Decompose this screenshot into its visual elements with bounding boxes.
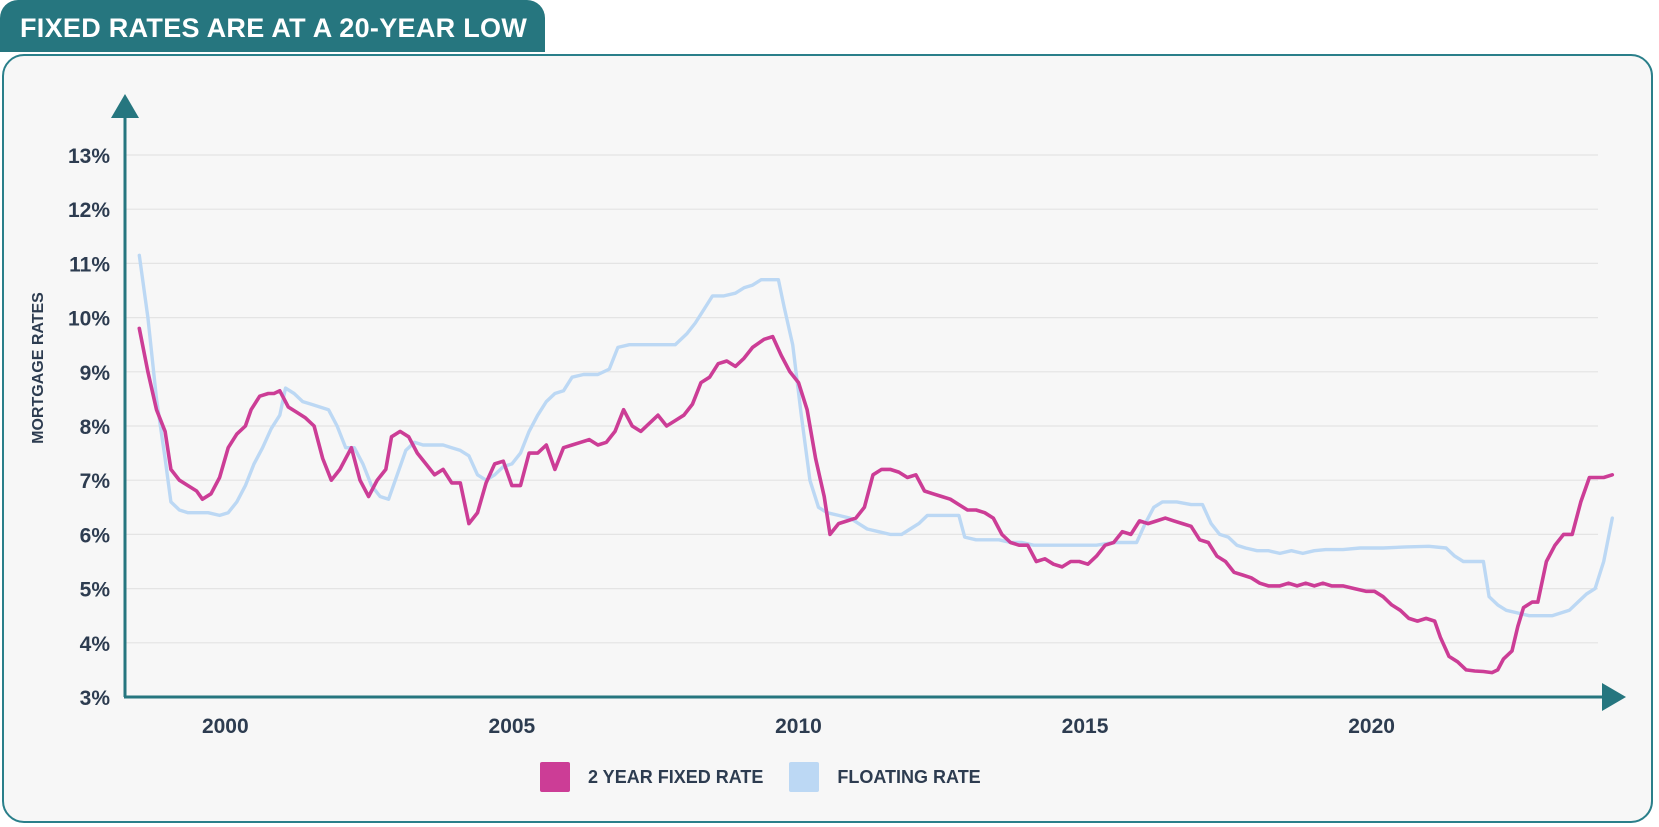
series-line-floating-rate <box>137 253 1614 618</box>
x-tick-label: 2020 <box>1348 715 1395 738</box>
legend-label-floating: FLOATING RATE <box>837 766 981 787</box>
y-axis-label: MORTGAGE RATES <box>30 292 47 444</box>
y-tick-label: 5% <box>80 579 111 602</box>
y-tick-label: 11% <box>69 253 110 276</box>
x-tick-label: 2005 <box>489 715 536 738</box>
y-tick-labels: 3% 4% 5% 6% 7% 8% 9% 10% 11% 12% 13% <box>68 145 110 710</box>
y-tick-label: 7% <box>80 470 111 493</box>
legend-swatch-floating <box>789 762 820 792</box>
x-tick-labels: 2000 2005 2010 2015 2020 <box>202 715 1395 738</box>
y-axis-arrow-icon <box>111 94 139 118</box>
y-tick-label: 10% <box>68 308 110 331</box>
legend-item-floating: FLOATING RATE <box>789 762 981 792</box>
y-tick-label: 8% <box>80 416 111 439</box>
x-axis-arrow-icon <box>1602 683 1626 711</box>
legend-swatch-fixed <box>540 762 570 792</box>
y-tick-label: 9% <box>80 362 111 385</box>
grid-lines <box>125 154 1598 644</box>
legend-label-fixed: 2 YEAR FIXED RATE <box>588 766 764 787</box>
legend-item-fixed: 2 YEAR FIXED RATE <box>540 762 763 792</box>
chart-title: FIXED RATES ARE AT A 20-YEAR LOW <box>0 0 545 52</box>
x-tick-label: 2015 <box>1062 715 1109 738</box>
y-tick-label: 4% <box>80 633 111 656</box>
y-tick-label: 12% <box>68 199 110 222</box>
axes <box>111 94 1626 711</box>
y-tick-label: 3% <box>80 687 111 710</box>
x-tick-label: 2010 <box>775 715 822 738</box>
y-tick-label: 6% <box>80 524 111 547</box>
y-tick-label: 13% <box>68 145 110 168</box>
series-lines <box>137 253 1615 675</box>
chart-panel <box>2 54 1653 823</box>
legend: 2 YEAR FIXED RATE FLOATING RATE <box>540 761 1007 793</box>
series-line-fixed-rate <box>137 326 1615 675</box>
x-tick-label: 2000 <box>202 715 249 738</box>
